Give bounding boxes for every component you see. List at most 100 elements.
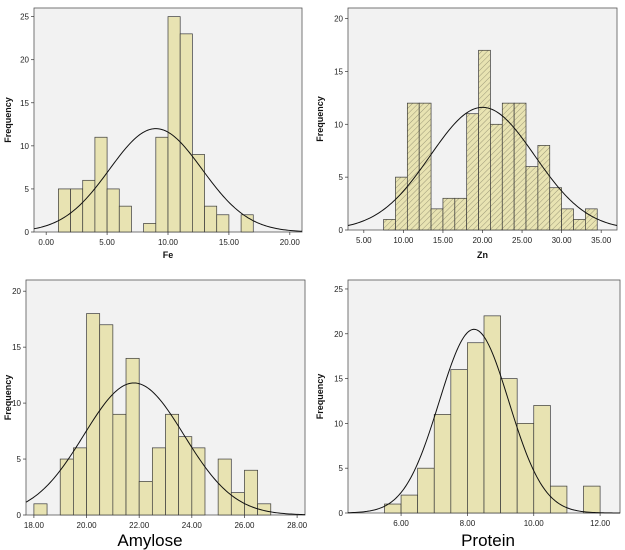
protein-histogram: 0 5 10 15 20 25 6.00 8.00 10.00 12.00 Frequency Pro… — [312, 270, 625, 550]
x-tick-label: 20.00 — [77, 521, 98, 530]
histogram-bar — [430, 208, 444, 231]
x-tick-label: 10.00 — [393, 236, 414, 245]
x-tick-label: 6.00 — [393, 519, 409, 528]
histogram-bar — [454, 197, 468, 231]
histogram-bar — [395, 176, 408, 231]
histogram-bar — [178, 436, 193, 516]
histogram-bar — [525, 166, 539, 231]
y-tick-label: 0 — [339, 509, 344, 518]
histogram-bar — [125, 357, 140, 516]
y-tick-label: 0 — [25, 228, 30, 237]
histogram-bar — [549, 187, 562, 231]
histogram-bar — [106, 188, 120, 233]
histogram-bar — [143, 223, 157, 233]
histogram-bar — [118, 205, 132, 233]
histogram-bar — [516, 423, 535, 514]
x-tick-label: 12.00 — [590, 519, 611, 528]
chart-svg: 0 5 10 15 20 25 0.00 5.00 10.00 15.00 20.00 Frequen… — [3, 7, 303, 260]
histogram-bar — [70, 188, 84, 233]
histogram-bar — [442, 197, 456, 231]
x-tick-label: 35.00 — [591, 236, 612, 245]
x-tick-label: 20.00 — [472, 236, 493, 245]
histogram-bar — [573, 219, 586, 231]
y-axis-label: Frequency — [315, 374, 325, 420]
histogram-bar — [58, 188, 71, 233]
histogram-bar — [501, 102, 515, 231]
y-axis-label: Frequency — [3, 375, 13, 421]
x-tick-label: 28.00 — [287, 521, 308, 530]
histogram-bar — [533, 405, 551, 514]
y-tick-label: 20 — [334, 15, 343, 24]
y-tick-label: 0 — [17, 511, 22, 520]
x-tick-label: 30.00 — [552, 236, 573, 245]
y-tick-label: 10 — [334, 120, 343, 129]
x-tick-label: 5.00 — [99, 238, 115, 247]
chart-svg: 0 5 10 15 20 5.00 10.00 15.00 20.00 25.00 30.00 35.… — [315, 7, 618, 260]
histogram-bar — [433, 414, 452, 514]
x-tick-label: 24.00 — [182, 521, 203, 530]
histogram-bar — [192, 154, 205, 233]
x-axis-label: Zn — [477, 250, 488, 260]
histogram-bar — [400, 494, 419, 514]
normal-curve — [33, 128, 303, 232]
x-tick-label: 22.00 — [129, 521, 150, 530]
y-tick-label: 15 — [334, 375, 343, 384]
histogram-bar — [561, 208, 574, 231]
histogram-bar — [151, 447, 166, 516]
histogram-bar — [585, 208, 598, 231]
histogram-bar — [230, 492, 245, 516]
x-tick-label: 15.00 — [433, 236, 454, 245]
histogram-bar — [450, 369, 468, 514]
x-tick-label: 5.00 — [356, 236, 372, 245]
histogram-bar — [549, 485, 568, 514]
y-tick-label: 15 — [20, 99, 29, 108]
histogram-bar — [99, 324, 114, 516]
y-tick-label: 5 — [17, 455, 22, 464]
y-axis-label: Frequency — [315, 96, 325, 142]
amylose-histogram: 0 5 10 15 20 18.00 20.00 22.00 24.00 26.00 28.00 Fr… — [0, 270, 312, 550]
histogram-bar — [217, 458, 232, 516]
histogram-bar — [165, 413, 180, 516]
x-tick-label: 20.00 — [280, 238, 301, 247]
histogram-bar — [216, 214, 230, 233]
x-tick-label: 18.00 — [24, 521, 45, 530]
y-tick-label: 25 — [334, 285, 343, 294]
y-tick-label: 20 — [20, 56, 29, 65]
histogram-bar — [467, 342, 485, 514]
y-tick-label: 15 — [334, 67, 343, 76]
histogram-bar — [244, 469, 258, 516]
chart-svg: 0 5 10 15 20 18.00 20.00 22.00 24.00 26.00 28.00 Fr… — [3, 279, 308, 550]
histogram-bar — [417, 467, 435, 514]
x-axis-label: Protein — [461, 531, 515, 550]
histogram-bar — [583, 485, 601, 514]
x-axis-label: Amylose — [117, 531, 182, 550]
normal-curve — [25, 382, 306, 516]
y-tick-label: 15 — [12, 343, 21, 352]
y-tick-label: 10 — [334, 419, 343, 428]
y-tick-label: 0 — [339, 226, 344, 235]
y-tick-label: 10 — [12, 399, 21, 408]
histogram-bar — [167, 16, 181, 233]
x-tick-label: 26.00 — [234, 521, 255, 530]
histogram-bar — [500, 378, 518, 514]
histogram-bar — [112, 413, 127, 516]
histogram-bar — [191, 447, 206, 516]
normal-curve — [347, 328, 620, 514]
x-tick-label: 10.00 — [158, 238, 179, 247]
histogram-bar — [179, 33, 193, 233]
histogram-bar — [537, 145, 551, 231]
zn-histogram: 0 5 10 15 20 5.00 10.00 15.00 20.00 25.00 30.00 35.… — [312, 0, 625, 270]
x-tick-label: 25.00 — [512, 236, 533, 245]
y-tick-label: 20 — [334, 330, 343, 339]
histogram-bar — [257, 503, 272, 516]
chart-svg: 0 5 10 15 20 25 6.00 8.00 10.00 12.00 Frequency Pro… — [315, 279, 621, 550]
histogram-bar — [383, 219, 396, 231]
fe-histogram: 0 5 10 15 20 25 0.00 5.00 10.00 15.00 20.00 Frequen… — [0, 0, 312, 270]
x-tick-label: 8.00 — [460, 519, 476, 528]
y-tick-label: 5 — [25, 185, 30, 194]
histogram-bar — [513, 102, 527, 231]
normal-curve — [347, 106, 618, 227]
histogram-bar — [155, 136, 169, 233]
histogram-bar — [138, 481, 153, 516]
y-tick-label: 20 — [12, 287, 21, 296]
